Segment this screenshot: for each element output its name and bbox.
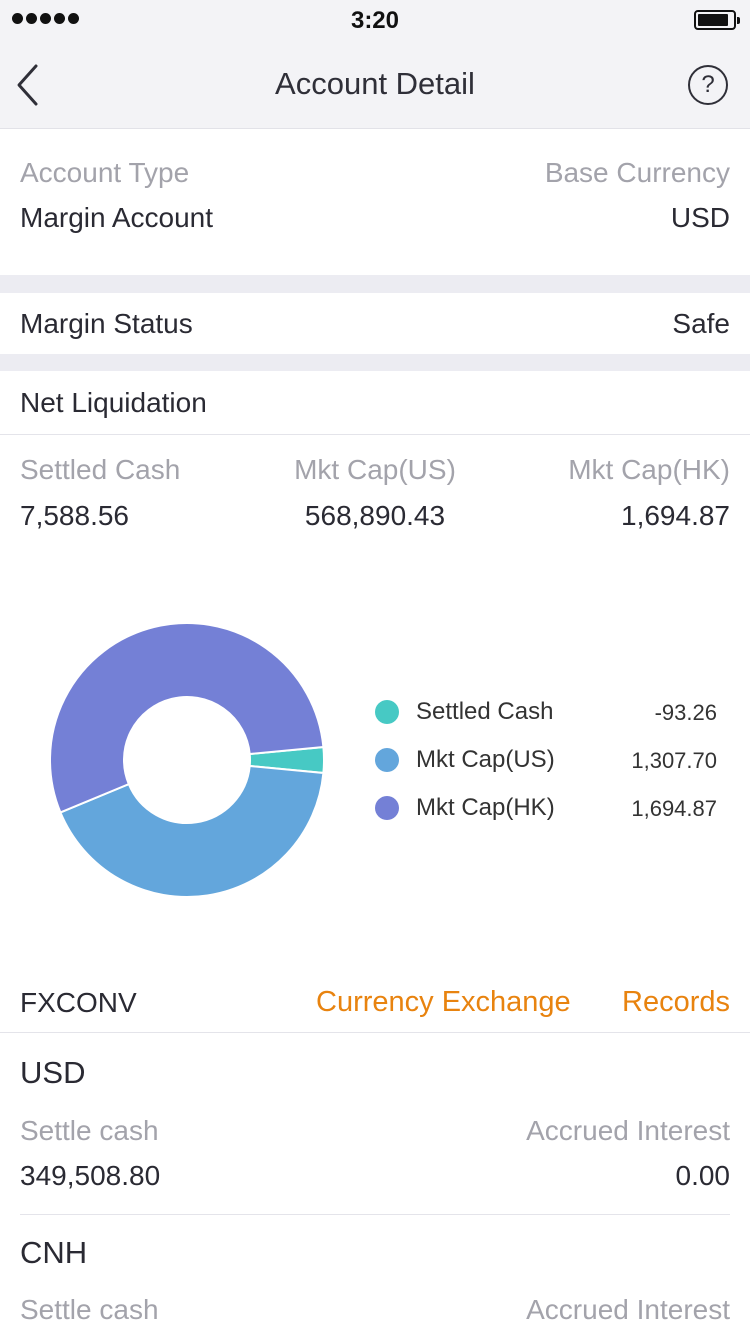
battery-icon xyxy=(694,10,740,30)
margin-status-value: Safe xyxy=(672,308,730,339)
settle-cash-label: Settle cash xyxy=(20,1115,159,1146)
legend-dot-mkt-cap-hk xyxy=(375,796,399,820)
mkt-cap-hk-value: 1,694.87 xyxy=(621,500,730,531)
accrued-interest-label: Accrued Interest xyxy=(526,1115,730,1146)
accrued-interest-value: 0.00 xyxy=(675,1160,731,1191)
settled-cash-value: 7,588.56 xyxy=(20,500,129,531)
navigation-bar: Account Detail ? xyxy=(0,40,750,129)
currency-code-cnh: CNH xyxy=(20,1235,88,1270)
mkt-cap-us-label: Mkt Cap(US) xyxy=(294,454,456,485)
currency-exchange-link[interactable]: Currency Exchange xyxy=(316,986,571,1018)
legend-value-mkt-cap-hk: 1,694.87 xyxy=(631,796,717,821)
accrued-interest-label: Accrued Interest xyxy=(526,1294,730,1325)
legend-value-mkt-cap-us: 1,307.70 xyxy=(631,748,717,773)
page-title: Account Detail xyxy=(275,66,475,101)
back-button[interactable] xyxy=(10,60,50,110)
base-currency-value: USD xyxy=(670,202,730,233)
divider xyxy=(20,1214,730,1215)
slice-mkt-cap-us xyxy=(59,764,325,898)
settled-cash-label: Settled Cash xyxy=(20,454,181,485)
allocation-donut-chart xyxy=(49,622,325,898)
mkt-cap-us-value: 568,890.43 xyxy=(304,500,446,531)
settle-cash-label: Settle cash xyxy=(20,1294,159,1325)
status-time: 3:20 xyxy=(350,7,400,34)
legend-dot-settled-cash xyxy=(375,700,399,724)
fxconv-label: FXCONV xyxy=(20,987,137,1018)
slice-mkt-cap-hk xyxy=(49,622,325,814)
legend-label-mkt-cap-hk: Mkt Cap(HK) xyxy=(416,794,555,821)
net-liquidation-title: Net Liquidation xyxy=(20,387,207,418)
legend-label-settled-cash: Settled Cash xyxy=(416,698,554,725)
margin-status-label: Margin Status xyxy=(20,308,193,339)
currency-code-usd: USD xyxy=(20,1055,86,1090)
question-mark-icon: ? xyxy=(701,71,715,98)
settle-cash-value: 349,508.80 xyxy=(20,1160,161,1191)
mkt-cap-hk-label: Mkt Cap(HK) xyxy=(568,454,730,485)
base-currency-label: Base Currency xyxy=(544,157,730,188)
status-bar: 3:20 xyxy=(0,0,750,40)
help-button[interactable]: ? xyxy=(688,65,728,105)
account-type-label: Account Type xyxy=(20,157,190,188)
legend-label-mkt-cap-us: Mkt Cap(US) xyxy=(416,746,555,773)
chevron-left-icon xyxy=(17,64,38,106)
divider xyxy=(0,1032,750,1033)
legend-value-settled-cash: -93.26 xyxy=(654,700,717,725)
signal-strength-icon xyxy=(12,13,79,24)
legend-dot-mkt-cap-us xyxy=(375,748,399,772)
section-separator xyxy=(0,275,750,293)
divider xyxy=(0,434,750,435)
account-type-value: Margin Account xyxy=(20,202,213,233)
records-link[interactable]: Records xyxy=(622,986,730,1018)
section-separator xyxy=(0,354,750,371)
